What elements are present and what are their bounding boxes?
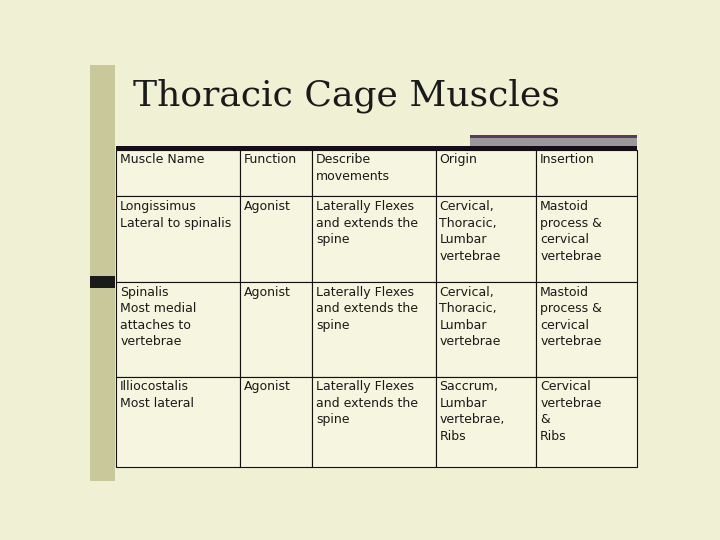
Text: Laterally Flexes
and extends the
spine: Laterally Flexes and extends the spine: [316, 200, 418, 246]
Bar: [536, 376, 637, 467]
Text: Agonist: Agonist: [243, 286, 290, 299]
Text: Function: Function: [243, 153, 297, 166]
Bar: [436, 150, 536, 197]
Bar: [117, 197, 240, 282]
Bar: [117, 282, 240, 376]
Bar: [536, 150, 637, 197]
Bar: [312, 376, 436, 467]
Bar: [312, 282, 436, 376]
Bar: [90, 65, 114, 481]
Text: Mastoid
process &
cervical
vertebrae: Mastoid process & cervical vertebrae: [540, 286, 602, 348]
Text: Illiocostalis
Most lateral: Illiocostalis Most lateral: [120, 381, 194, 410]
Text: Muscle Name: Muscle Name: [120, 153, 204, 166]
Bar: [240, 150, 312, 197]
Bar: [469, 138, 637, 146]
Bar: [436, 282, 536, 376]
Bar: [240, 376, 312, 467]
Bar: [240, 282, 312, 376]
Text: Cervical,
Thoracic,
Lumbar
vertebrae: Cervical, Thoracic, Lumbar vertebrae: [439, 286, 501, 348]
Text: Cervical,
Thoracic,
Lumbar
vertebrae: Cervical, Thoracic, Lumbar vertebrae: [439, 200, 501, 263]
Text: Laterally Flexes
and extends the
spine: Laterally Flexes and extends the spine: [316, 286, 418, 332]
Text: Origin: Origin: [439, 153, 477, 166]
Bar: [436, 197, 536, 282]
Bar: [240, 197, 312, 282]
Text: Agonist: Agonist: [243, 200, 290, 213]
Bar: [469, 135, 637, 138]
Bar: [117, 376, 240, 467]
Text: Laterally Flexes
and extends the
spine: Laterally Flexes and extends the spine: [316, 381, 418, 427]
Text: Describe
movements: Describe movements: [316, 153, 390, 183]
Text: Agonist: Agonist: [243, 381, 290, 394]
Bar: [312, 197, 436, 282]
Text: Spinalis
Most medial
attaches to
vertebrae: Spinalis Most medial attaches to vertebr…: [120, 286, 197, 348]
Bar: [536, 282, 637, 376]
Text: Thoracic Cage Muscles: Thoracic Cage Muscles: [132, 79, 559, 113]
Bar: [312, 150, 436, 197]
Bar: [90, 276, 114, 288]
Bar: [536, 197, 637, 282]
Text: Mastoid
process &
cervical
vertebrae: Mastoid process & cervical vertebrae: [540, 200, 602, 263]
Text: Saccrum,
Lumbar
vertebrae,
Ribs: Saccrum, Lumbar vertebrae, Ribs: [439, 381, 505, 443]
Bar: [117, 146, 637, 150]
Bar: [117, 150, 240, 197]
Text: Longissimus
Lateral to spinalis: Longissimus Lateral to spinalis: [120, 200, 231, 230]
Text: Insertion: Insertion: [540, 153, 595, 166]
Bar: [436, 376, 536, 467]
Text: Cervical
vertebrae
&
Ribs: Cervical vertebrae & Ribs: [540, 381, 602, 443]
